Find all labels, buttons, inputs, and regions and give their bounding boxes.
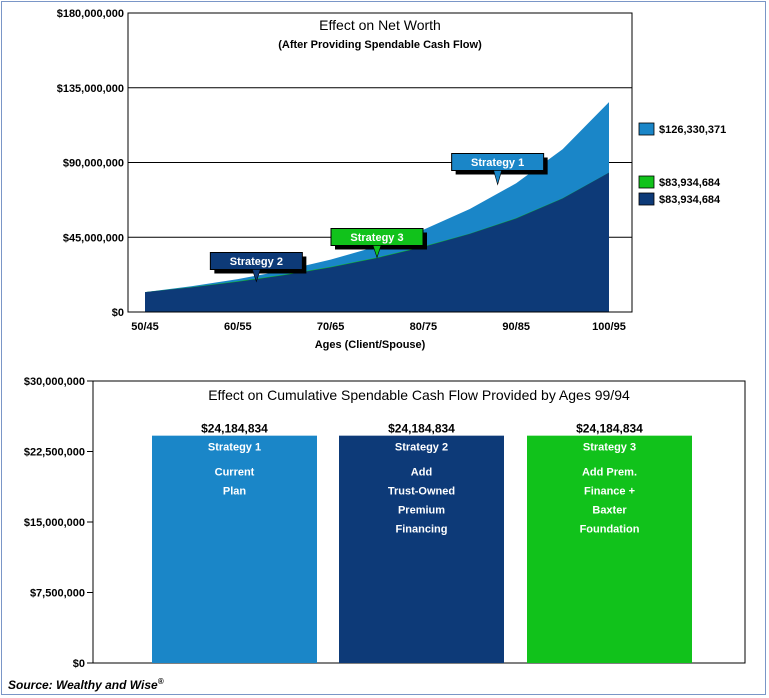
legend-value: $126,330,371 [659,124,726,136]
y-tick-label: $180,000,000 [57,8,124,20]
callout-pointer [251,269,261,283]
callout-pointer [493,170,503,186]
legend-value: $83,934,684 [659,194,721,206]
y-tick-label: $0 [73,658,85,670]
bar-description-line: Financing [396,524,448,536]
net-worth-chart: $180,000,000 $135,000,000 $90,000,000 $45,0… [57,8,727,351]
bar-name-label: Strategy 3 [583,442,636,454]
source-note: Source: Wealthy and Wise® [8,677,164,692]
x-tick-label: 70/65 [317,321,345,333]
legend-swatch [638,122,655,136]
x-tick-label: 90/85 [502,321,530,333]
callout-label: Strategy 1 [471,157,524,169]
callout: Strategy 3 [330,228,427,259]
callout-label: Strategy 3 [350,232,403,244]
bar-group: $24,184,834 Strategy 2 Add Trust-Owned Premi… [339,422,504,663]
registered-mark: ® [157,677,164,686]
bar-description-line: Premium [398,505,445,517]
bar [339,435,504,663]
bar-value-label: $24,184,834 [388,422,455,436]
callout: Strategy 1 [451,153,548,186]
y-tick-label: $15,000,000 [24,517,85,529]
bar-description-line: Add [411,467,432,479]
x-tick-label: 60/55 [224,321,252,333]
callout-pointer [372,245,382,259]
x-tick-label: 100/95 [592,321,626,333]
bar-description-line: Finance + [584,486,635,498]
chart-subtitle: (After Providing Spendable Cash Flow) [278,39,482,51]
bar-group: $24,184,834 Strategy 1 Current Plan [152,422,317,663]
bar-description-line: Foundation [580,524,640,536]
bar [152,435,317,663]
source-text: Source: Wealthy and Wise [8,678,158,692]
chart-title: Effect on Net Worth [319,17,441,33]
bar-value-label: $24,184,834 [576,422,643,436]
bar-group: $24,184,834 Strategy 3 Add Prem. Finance + B… [527,422,692,663]
legend-value: $83,934,684 [659,177,721,189]
area-strategy-2 [145,172,609,312]
y-tick-label: $0 [112,307,124,319]
x-tick-label: 50/45 [131,321,159,333]
bar-description-line: Baxter [592,505,627,517]
y-tick-label: $90,000,000 [63,158,124,170]
y-tick-label: $45,000,000 [63,232,124,244]
y-tick-label: $135,000,000 [57,83,124,95]
bar-description-line: Plan [223,486,247,498]
bar-value-label: $24,184,834 [201,422,268,436]
chart-title: Effect on Cumulative Spendable Cash Flow… [208,387,630,403]
bar-name-label: Strategy 1 [208,442,261,454]
bar [527,435,692,663]
bar-description-line: Current [215,467,255,479]
bar-description-line: Add Prem. [582,467,637,479]
bar-name-label: Strategy 2 [395,442,448,454]
callout: Strategy 2 [209,252,307,283]
legend-swatch [638,175,655,189]
x-axis-label: Ages (Client/Spouse) [315,339,426,351]
y-tick-label: $22,500,000 [24,447,85,459]
bar-description-line: Trust-Owned [388,486,455,498]
x-tick-label: 80/75 [410,321,438,333]
legend-swatch [638,192,655,206]
callout-label: Strategy 2 [230,256,283,268]
y-tick-label: $7,500,000 [30,588,85,600]
y-tick-label: $30,000,000 [24,376,85,388]
